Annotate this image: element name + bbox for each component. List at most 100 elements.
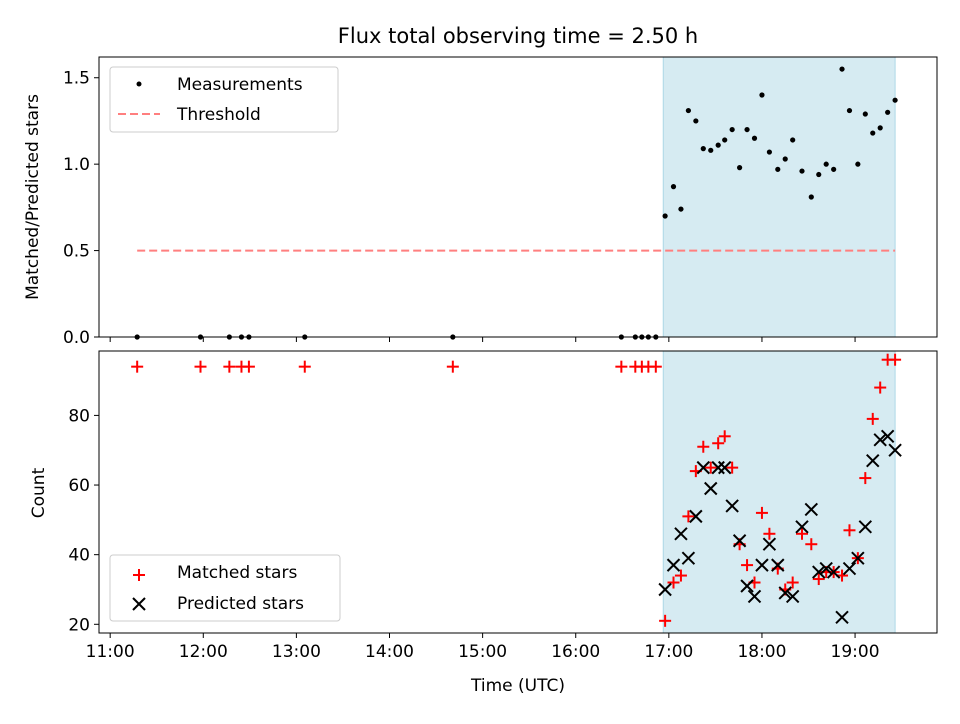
matched-star-point <box>697 440 710 453</box>
matched-star-point <box>659 614 672 627</box>
measurement-point <box>759 92 765 98</box>
x-tick-label: 14:00 <box>365 642 414 662</box>
predicted-star-point <box>704 481 718 496</box>
matched-star-point <box>674 569 687 582</box>
matched-star-point <box>874 381 887 394</box>
measurement-point <box>775 166 781 172</box>
x-tick-label: 12:00 <box>179 642 228 662</box>
measurement-point <box>885 109 891 115</box>
measurement-point <box>831 166 837 172</box>
matched-star-point <box>866 412 879 425</box>
matched-star-point <box>755 506 768 519</box>
predicted-star-point <box>674 527 688 541</box>
matched-star-point <box>667 576 680 589</box>
predicted-star-point <box>696 460 710 475</box>
x-tick-label: 15:00 <box>458 642 507 662</box>
legend-matched-marker <box>133 569 145 581</box>
x-axis-label: Time (UTC) <box>470 676 565 696</box>
predicted-star-point <box>842 561 857 576</box>
predicted-star-point <box>880 429 895 444</box>
measurement-point <box>685 107 691 114</box>
measurement-point <box>823 161 829 167</box>
legend-measurements-marker <box>136 81 142 87</box>
matched-star-point <box>682 510 695 523</box>
predicted-star-point <box>711 460 725 475</box>
measurement-point <box>839 66 845 72</box>
y-tick-label: 40 <box>68 546 90 566</box>
matched-star-point <box>298 360 311 373</box>
predicted-star-point <box>747 589 762 604</box>
bottom-axes-frame <box>98 350 938 634</box>
predicted-star-point <box>819 561 833 576</box>
predicted-star-point <box>725 499 739 513</box>
predicted-star-point <box>755 558 769 572</box>
predicted-star-point <box>778 586 792 600</box>
measurement-point <box>751 135 758 141</box>
measurement-point <box>892 97 898 103</box>
y-tick-label: 0.0 <box>63 328 90 348</box>
matched-star-point <box>763 527 776 540</box>
legend-predicted-marker <box>132 597 146 611</box>
measurement-point <box>808 194 814 200</box>
predicted-star-point <box>658 582 672 597</box>
y-tick-label: 60 <box>68 476 90 496</box>
predicted-star-point <box>717 460 732 475</box>
predicted-star-point <box>873 433 887 447</box>
measurement-point <box>816 171 822 178</box>
measurement-point <box>678 206 684 212</box>
measurement-point <box>670 184 677 190</box>
y-tick-label: 0.5 <box>63 242 90 262</box>
predicted-star-point <box>858 520 873 534</box>
measurement-point <box>782 156 788 162</box>
predicted-star-point <box>762 537 777 551</box>
matched-star-point <box>223 360 236 373</box>
predicted-star-point <box>866 453 880 468</box>
measurement-point <box>855 161 861 167</box>
predicted-star-point <box>835 610 849 625</box>
measurement-point <box>722 137 728 143</box>
measurement-point <box>870 130 876 136</box>
matched-star-point <box>889 353 902 366</box>
matched-star-point <box>786 576 799 589</box>
measurement-point <box>729 126 735 133</box>
measurement-point <box>846 107 853 114</box>
predicted-star-point <box>732 534 747 548</box>
top-y-axis-label: Matched/Predicted stars <box>23 94 43 300</box>
predicted-star-point <box>689 509 703 524</box>
predicted-star-point <box>795 520 809 534</box>
legend-matched-label: Matched stars <box>177 563 297 583</box>
y-tick-label: 1.5 <box>63 69 90 89</box>
predicted-star-point <box>888 443 902 457</box>
matched-star-point <box>741 559 754 572</box>
predicted-star-point <box>804 502 819 517</box>
legend-threshold-label: Threshold <box>176 105 261 125</box>
matched-star-point <box>795 527 808 540</box>
bottom-legend: Matched stars Predicted stars <box>109 554 341 622</box>
matched-star-point <box>843 524 856 537</box>
x-tick-label: 13:00 <box>272 642 321 662</box>
matched-star-point <box>131 360 144 373</box>
observing-window-shade <box>662 56 896 338</box>
observing-window-shade <box>662 350 896 634</box>
bottom-y-axis-label: Count <box>29 467 49 518</box>
matched-star-point <box>446 360 459 373</box>
matched-star-point <box>712 437 725 450</box>
predicted-star-point <box>851 551 865 565</box>
measurement-point <box>662 213 668 219</box>
predicted-star-point <box>771 558 785 572</box>
matched-star-point <box>242 360 255 373</box>
predicted-star-point <box>812 565 826 579</box>
x-tick-label: 19:00 <box>831 642 880 662</box>
matched-star-point <box>859 472 872 485</box>
x-tick-label: 11:00 <box>86 642 135 662</box>
measurement-point <box>715 142 721 148</box>
matched-star-point <box>726 461 739 474</box>
matched-star-point <box>805 538 818 551</box>
matched-star-point <box>718 430 731 443</box>
matched-star-point <box>704 461 717 474</box>
measurement-point <box>693 118 699 124</box>
measurement-point <box>766 149 773 155</box>
legend-measurements-label: Measurements <box>177 75 303 95</box>
predicted-star-point <box>681 551 696 565</box>
